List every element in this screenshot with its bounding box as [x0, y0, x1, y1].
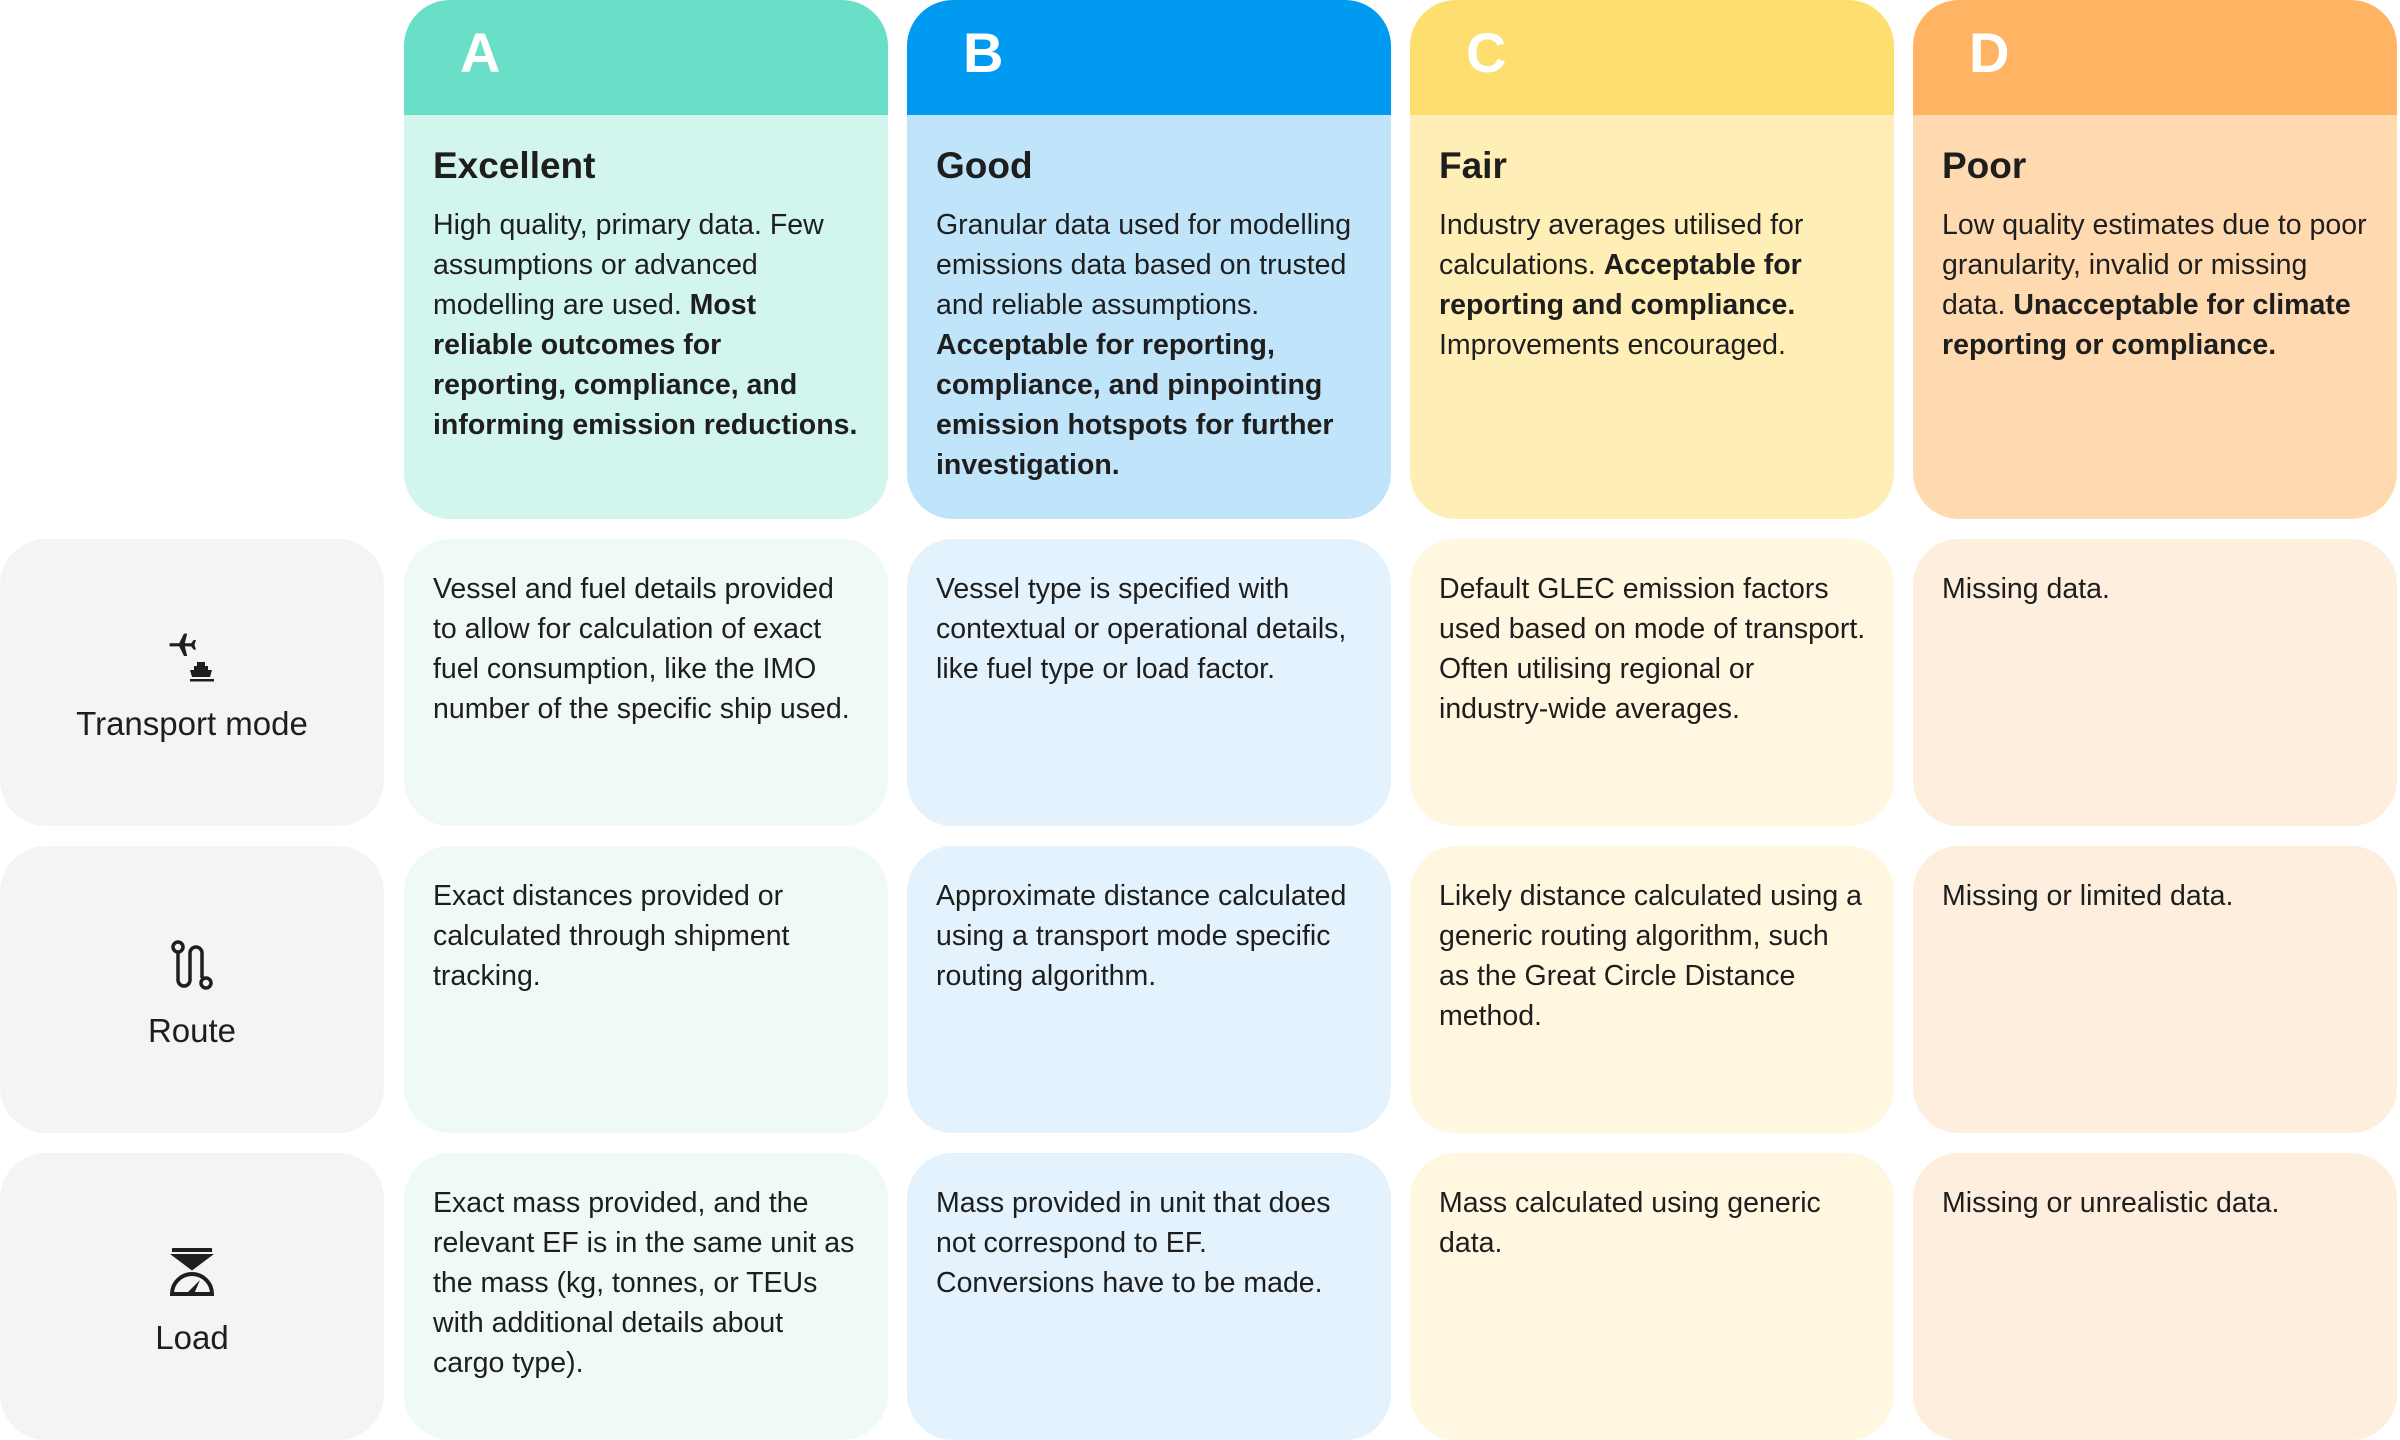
table-cell: Likely distance calculated using a gener…: [1410, 846, 1894, 1133]
table-cell: Missing data.: [1913, 539, 2397, 826]
grade-description: Good Granular data used for modelling emi…: [907, 115, 1391, 519]
grade-description: Excellent High quality, primary data. Few…: [404, 115, 888, 519]
table-cell: Vessel type is specified with contextual…: [907, 539, 1391, 826]
row-label-route: Route: [0, 846, 384, 1133]
row-label-text: Load: [155, 1319, 229, 1356]
grade-title: Good: [936, 145, 1033, 186]
description-after: Improvements encouraged.: [1439, 329, 1786, 361]
grade-header-c: C Fair Industry averages utilised for calc…: [1410, 0, 1894, 519]
table-cell: Missing or limited data.: [1913, 846, 2397, 1133]
table-cell: Mass provided in unit that does not corr…: [907, 1153, 1391, 1440]
table-cell: Vessel and fuel details provided to allo…: [404, 539, 888, 826]
grade-letter: C: [1410, 0, 1894, 115]
grade-description: Poor Low quality estimates due to poor gr…: [1913, 115, 2397, 519]
grade-text: Low quality estimates due to poor granul…: [1942, 205, 2369, 365]
grade-title: Fair: [1439, 145, 1507, 186]
grade-text: Industry averages utilised for calculati…: [1439, 205, 1866, 365]
description-text: Granular data used for modelling emissio…: [936, 209, 1352, 321]
plane-ship-icon: [168, 632, 216, 705]
route-icon: [168, 939, 216, 1012]
table-cell: Mass calculated using generic data.: [1410, 1153, 1894, 1440]
grade-letter: A: [404, 0, 888, 115]
description-emphasis: Acceptable for reporting, compliance, an…: [936, 329, 1334, 481]
description-text: Industry averages utilised for calculati…: [1439, 209, 1804, 281]
row-label-transport-mode: Transport mode: [0, 539, 384, 826]
grade-text: High quality, primary data. Few assumpti…: [433, 205, 860, 445]
table-cell: Exact distances provided or calculated t…: [404, 846, 888, 1133]
grade-letter: D: [1913, 0, 2397, 115]
grade-header-a: A Excellent High quality, primary data. Fe…: [404, 0, 888, 519]
grade-header-b: B Good Granular data used for modelling em…: [907, 0, 1391, 519]
grade-description: Fair Industry averages utilised for calcu…: [1410, 115, 1894, 519]
scale-icon: [168, 1246, 216, 1319]
grade-header-d: D Poor Low quality estimates due to poor g…: [1913, 0, 2397, 519]
grade-text: Granular data used for modelling emissio…: [936, 205, 1363, 485]
table-cell: Approximate distance calculated using a …: [907, 846, 1391, 1133]
row-label-load: Load: [0, 1153, 384, 1440]
description-emphasis: Unacceptable for climate reporting or co…: [1942, 289, 2351, 361]
description-text: High quality, primary data. Few assumpti…: [433, 209, 824, 321]
description-emphasis: Most reliable outcomes for reporting, co…: [433, 289, 858, 441]
grade-title: Poor: [1942, 145, 2027, 186]
table-cell: Exact mass provided, and the relevant EF…: [404, 1153, 888, 1440]
description-text: Low quality estimates due to poor granul…: [1942, 209, 2367, 321]
table-cell: Default GLEC emission factors used based…: [1410, 539, 1894, 826]
row-label-text: Route: [147, 1012, 237, 1049]
table-cell: Missing or unrealistic data.: [1913, 1153, 2397, 1440]
grade-title: Excellent: [433, 145, 596, 186]
description-emphasis: Acceptable for reporting and compliance.: [1439, 249, 1802, 321]
grade-letter: B: [907, 0, 1391, 115]
row-label-text: Transport mode: [76, 705, 308, 742]
